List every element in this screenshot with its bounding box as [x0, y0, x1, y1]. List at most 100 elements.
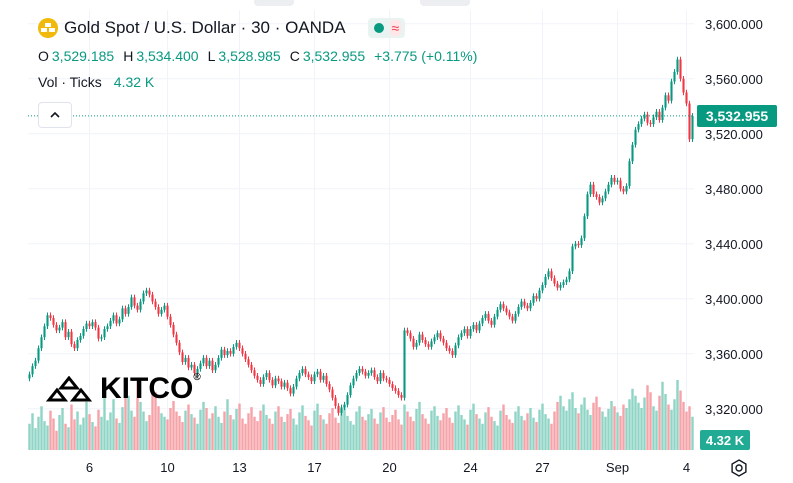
- volume-bar: [580, 404, 583, 450]
- candle-body: [391, 384, 394, 389]
- candle-body: [514, 313, 517, 321]
- logo-wordmark: KITCO: [100, 372, 194, 405]
- volume-bar: [292, 418, 295, 450]
- candle-body: [655, 111, 658, 118]
- volume-bar: [289, 408, 292, 450]
- volume-bar: [415, 408, 418, 450]
- volume-bar: [436, 415, 439, 450]
- volume-bar: [58, 415, 61, 450]
- candle-body: [676, 59, 679, 72]
- volume-bar: [631, 388, 634, 450]
- volume-bar: [148, 415, 151, 450]
- volume-bar: [388, 422, 391, 450]
- candle-body: [259, 379, 262, 384]
- volume-bar: [40, 406, 43, 450]
- volume-bar: [607, 408, 610, 450]
- candle-body: [289, 388, 292, 394]
- candle-body: [586, 194, 589, 217]
- volume-bar: [295, 424, 298, 450]
- volume-bar: [532, 417, 535, 450]
- candle-body: [481, 318, 484, 324]
- volume-bar: [571, 392, 574, 450]
- candle-body: [238, 342, 241, 349]
- volume-bar: [382, 407, 385, 450]
- candle-body: [208, 360, 211, 367]
- candle-body: [472, 324, 475, 329]
- settings-gear-icon[interactable]: [729, 458, 749, 483]
- candle-body: [166, 305, 169, 317]
- candle-body: [124, 308, 127, 314]
- volume-bar: [199, 409, 202, 450]
- volume-bar: [574, 408, 577, 450]
- volume-bar: [262, 404, 265, 450]
- candle-body: [679, 59, 682, 79]
- candle-body: [622, 188, 625, 192]
- candle-body: [298, 373, 301, 379]
- volume-bar: [88, 414, 91, 450]
- volume-bar: [217, 416, 220, 450]
- volume-bar: [370, 408, 373, 450]
- candle-body: [340, 407, 343, 413]
- candle-body: [397, 390, 400, 395]
- candle-body: [535, 296, 538, 299]
- volume-bar: [562, 406, 565, 450]
- collapse-legend-button[interactable]: [38, 102, 72, 128]
- candle-body: [433, 337, 436, 342]
- gold-coin-icon: [38, 18, 58, 38]
- volume-bar: [646, 385, 649, 450]
- candle-body: [265, 373, 268, 378]
- candle-body: [568, 271, 571, 280]
- volume-bar: [526, 413, 529, 450]
- top-tab[interactable]: [420, 0, 470, 6]
- volume-bar: [637, 402, 640, 450]
- low-value: 3,528.985: [218, 48, 281, 64]
- candle-body: [232, 346, 235, 354]
- candle-body: [367, 373, 370, 376]
- candle-body: [460, 333, 463, 338]
- volume-bar: [451, 422, 454, 450]
- volume-bar: [64, 423, 67, 450]
- candle-body: [379, 373, 382, 382]
- candle-body: [376, 377, 379, 382]
- candle-body: [436, 333, 439, 338]
- candle-body: [142, 293, 145, 302]
- volume-bar: [76, 411, 79, 450]
- candle-body: [457, 337, 460, 346]
- volume-bar: [337, 422, 340, 450]
- candle-body: [187, 357, 190, 368]
- data-delay-icon[interactable]: ≈: [389, 20, 402, 36]
- volume-bar: [241, 418, 244, 450]
- volume-label[interactable]: Vol · Ticks: [38, 74, 102, 90]
- candle-body: [409, 333, 412, 339]
- top-tab[interactable]: [254, 0, 294, 6]
- candle-body: [223, 349, 226, 356]
- volume-bar: [163, 416, 166, 450]
- candle-body: [58, 327, 61, 331]
- candle-body: [226, 351, 229, 356]
- change-value: +3.775 (+0.11%): [374, 48, 478, 64]
- candle-body: [490, 320, 493, 325]
- candle-body: [286, 382, 289, 389]
- candle-body: [451, 351, 454, 356]
- candle-body: [643, 114, 646, 119]
- volume-bar: [85, 401, 88, 450]
- candle-body: [136, 305, 139, 310]
- volume-bar: [625, 408, 628, 450]
- symbol-title[interactable]: Gold Spot / U.S. Dollar · 30 · OANDA: [64, 18, 346, 37]
- candle-body: [280, 381, 283, 387]
- x-tick-label: 27: [535, 460, 549, 475]
- volume-bar: [376, 423, 379, 450]
- market-open-icon[interactable]: [373, 23, 384, 33]
- candle-body: [496, 309, 499, 317]
- volume-bar: [361, 416, 364, 450]
- candle-body: [346, 395, 349, 405]
- candle-body: [688, 103, 691, 140]
- volume-bar: [427, 423, 430, 450]
- candle-body: [40, 337, 43, 349]
- volume-bar: [196, 423, 199, 450]
- candle-body: [373, 370, 376, 378]
- candle-body: [211, 360, 214, 371]
- volume-bar: [283, 422, 286, 450]
